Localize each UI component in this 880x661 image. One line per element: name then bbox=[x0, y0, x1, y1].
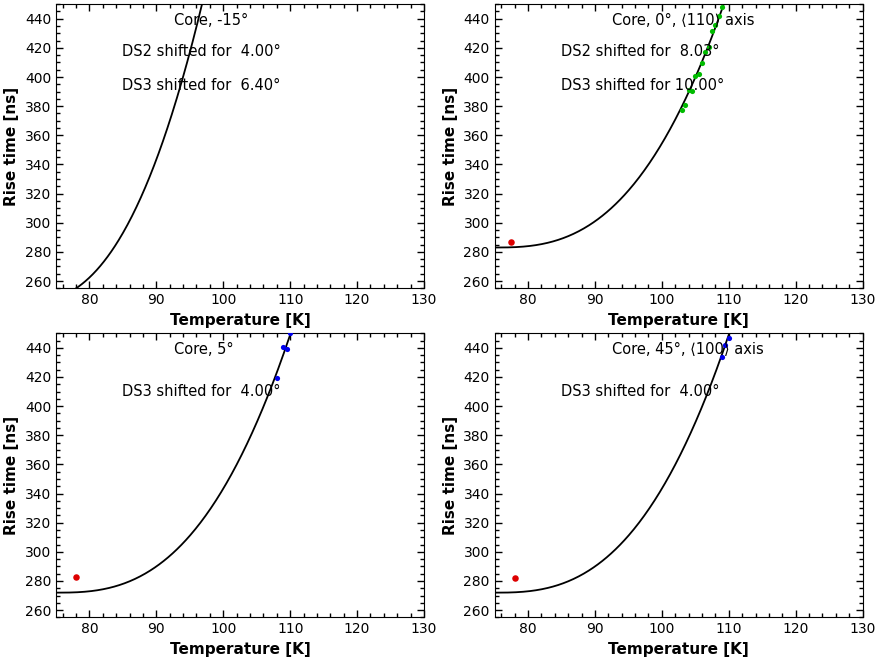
Point bbox=[675, 104, 689, 115]
Point bbox=[350, 74, 364, 85]
Text: Core, 45°, ⟨100⟩ axis: Core, 45°, ⟨100⟩ axis bbox=[612, 342, 764, 357]
Point bbox=[752, 229, 766, 239]
Point bbox=[334, 161, 348, 171]
Point bbox=[788, 79, 803, 89]
Point bbox=[310, 241, 324, 252]
Text: Core, 0°, ⟨110⟩ axis: Core, 0°, ⟨110⟩ axis bbox=[612, 13, 755, 28]
Point bbox=[796, 43, 810, 54]
Point bbox=[297, 281, 311, 292]
Point bbox=[779, 129, 793, 139]
Point bbox=[759, 201, 773, 212]
Point bbox=[695, 58, 709, 68]
Point bbox=[792, 58, 806, 68]
Point bbox=[715, 2, 730, 13]
Text: DS3 shifted for  4.00°: DS3 shifted for 4.00° bbox=[122, 385, 281, 399]
Point bbox=[785, 93, 799, 104]
Point bbox=[685, 85, 699, 96]
Point bbox=[330, 163, 344, 173]
Point bbox=[337, 134, 351, 144]
Point bbox=[725, 315, 739, 326]
Point bbox=[367, 0, 381, 5]
Point bbox=[340, 124, 354, 134]
Point bbox=[360, 26, 374, 36]
Point bbox=[280, 344, 294, 354]
Point bbox=[701, 42, 715, 52]
Point bbox=[766, 179, 780, 190]
Point bbox=[708, 20, 722, 30]
Point bbox=[347, 96, 361, 106]
X-axis label: Temperature [K]: Temperature [K] bbox=[608, 313, 749, 328]
Point bbox=[692, 68, 706, 79]
Text: DS2 shifted for  4.00°: DS2 shifted for 4.00° bbox=[122, 44, 281, 59]
X-axis label: Temperature [K]: Temperature [K] bbox=[608, 642, 749, 657]
Point bbox=[363, 19, 378, 29]
Y-axis label: Rise time [ns]: Rise time [ns] bbox=[4, 87, 19, 206]
Point bbox=[699, 47, 713, 58]
Point bbox=[276, 342, 290, 353]
Point bbox=[300, 276, 314, 286]
Point bbox=[775, 138, 789, 149]
Point bbox=[356, 40, 370, 51]
Y-axis label: Rise time [ns]: Rise time [ns] bbox=[443, 87, 458, 206]
Point bbox=[715, 352, 730, 362]
Point bbox=[749, 241, 763, 252]
Point bbox=[772, 149, 786, 160]
Point bbox=[317, 221, 331, 231]
Point bbox=[755, 215, 769, 225]
Point bbox=[313, 233, 327, 244]
X-axis label: Temperature [K]: Temperature [K] bbox=[170, 313, 311, 328]
Point bbox=[306, 247, 320, 257]
Point bbox=[738, 274, 752, 285]
Point bbox=[508, 573, 522, 584]
Point bbox=[722, 332, 736, 343]
Point bbox=[320, 199, 334, 210]
Point bbox=[782, 108, 796, 118]
Point bbox=[678, 100, 693, 110]
Point bbox=[69, 571, 83, 582]
Text: DS2 shifted for  8.03°: DS2 shifted for 8.03° bbox=[561, 44, 719, 59]
Point bbox=[323, 188, 337, 199]
Text: Core, -15°: Core, -15° bbox=[173, 13, 248, 28]
Point bbox=[293, 306, 307, 317]
X-axis label: Temperature [K]: Temperature [K] bbox=[170, 642, 311, 657]
Point bbox=[735, 278, 749, 288]
Y-axis label: Rise time [ns]: Rise time [ns] bbox=[443, 416, 458, 535]
Point bbox=[504, 237, 518, 247]
Point bbox=[712, 11, 726, 21]
Text: DS3 shifted for  4.00°: DS3 shifted for 4.00° bbox=[561, 385, 719, 399]
Point bbox=[718, 340, 732, 350]
Point bbox=[354, 76, 368, 87]
Point bbox=[729, 317, 743, 328]
Y-axis label: Rise time [ns]: Rise time [ns] bbox=[4, 416, 19, 535]
Point bbox=[326, 180, 341, 190]
Point bbox=[745, 249, 759, 260]
Point bbox=[799, 30, 813, 40]
Point bbox=[762, 196, 776, 207]
Point bbox=[287, 320, 301, 330]
Point bbox=[732, 300, 746, 311]
Point bbox=[805, 0, 819, 11]
Point bbox=[802, 9, 816, 19]
Point bbox=[705, 25, 719, 36]
Point bbox=[290, 307, 304, 318]
Point bbox=[742, 262, 756, 272]
Point bbox=[768, 167, 782, 178]
Point bbox=[688, 71, 702, 81]
Point bbox=[343, 111, 357, 122]
Text: Core, 5°: Core, 5° bbox=[173, 342, 233, 357]
Text: DS3 shifted for 10.00°: DS3 shifted for 10.00° bbox=[561, 78, 724, 93]
Point bbox=[270, 373, 284, 383]
Point bbox=[682, 85, 696, 96]
Point bbox=[283, 327, 297, 338]
Point bbox=[304, 270, 318, 281]
Text: DS3 shifted for  6.40°: DS3 shifted for 6.40° bbox=[122, 78, 281, 93]
